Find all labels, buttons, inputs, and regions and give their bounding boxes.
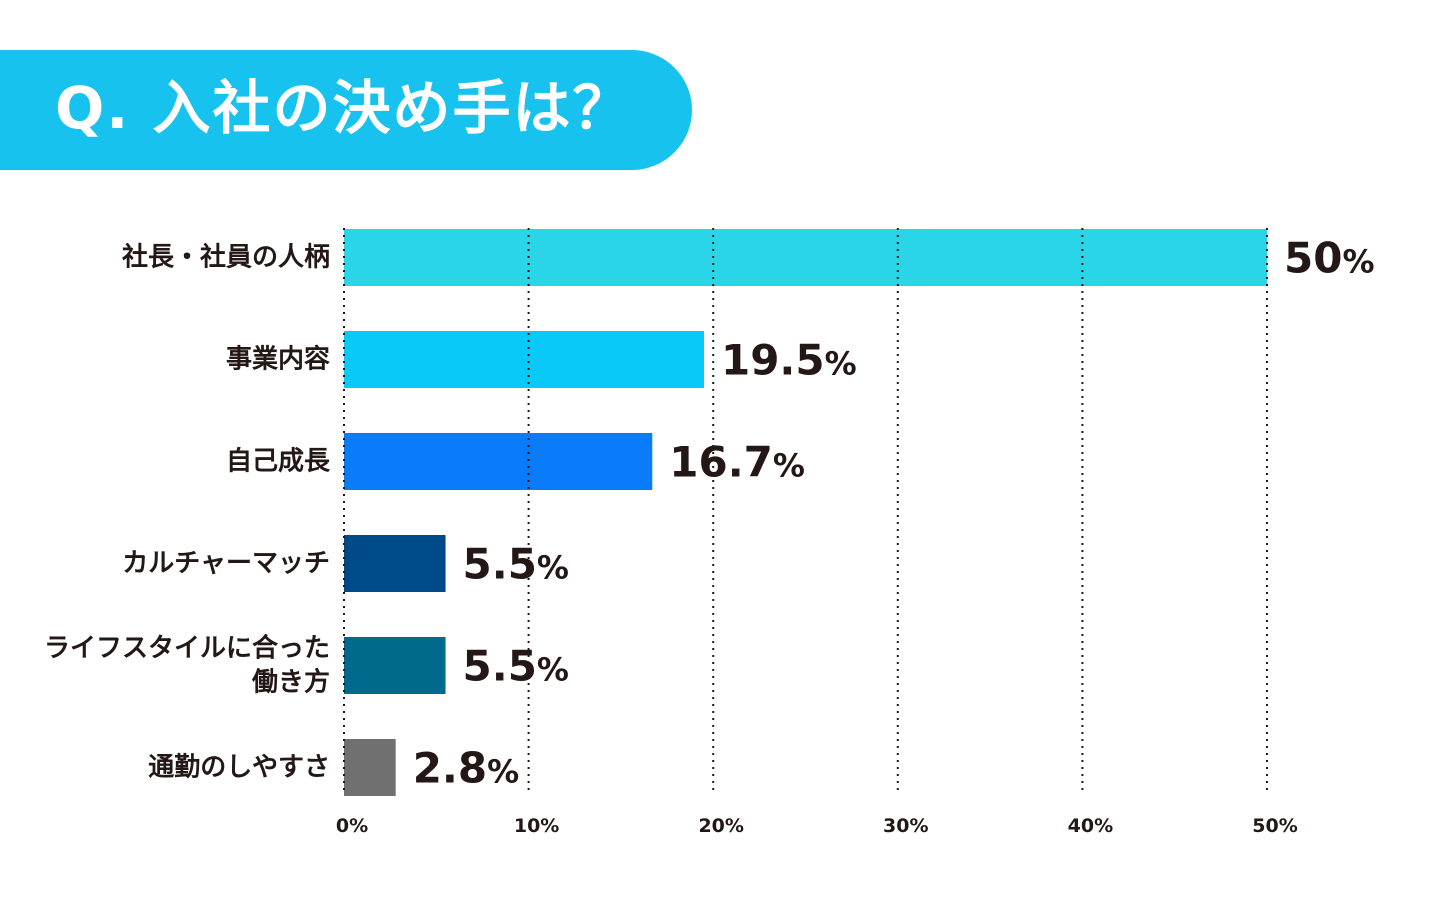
category-label-2: 自己成長 [226, 446, 331, 477]
bar-2 [344, 433, 653, 490]
category-label-4: ライフスタイルに合った働き方 [44, 633, 330, 698]
category-label-3: カルチャーマッチ [122, 549, 330, 579]
category-label-0: 社長・社員の人柄 [122, 242, 330, 273]
data-label-5: 2.8% [413, 744, 519, 793]
x-tick-label-10: 10% [514, 815, 559, 837]
page-title: Q. 入社の決め手は？ [55, 74, 633, 142]
bar-5 [344, 739, 396, 796]
x-tick-label-50: 50% [1252, 815, 1297, 837]
title-banner: Q. 入社の決め手は？ [0, 50, 692, 170]
x-tick-label-40: 40% [1068, 815, 1113, 837]
x-tick-labels: 0% 10% 20% 30% 40% 50% [336, 815, 1298, 837]
category-label-1: 事業内容 [226, 344, 330, 375]
data-label-0: 50% [1284, 234, 1375, 283]
data-label-4: 5.5% [463, 642, 569, 691]
bar-4 [344, 637, 446, 694]
category-label-5: 通勤のしやすさ [148, 753, 330, 783]
bar-3 [344, 535, 446, 592]
x-tick-label-0: 0% [336, 815, 368, 837]
data-label-2: 16.7% [669, 438, 805, 487]
gridlines [343, 228, 1268, 793]
data-label-1: 19.5% [721, 336, 857, 385]
bar-1 [344, 331, 704, 388]
x-tick-label-30: 30% [883, 815, 928, 837]
bar-series [344, 229, 1267, 796]
data-labels: 50% 19.5% 16.7% 5.5% 5.5% 2.8% [413, 234, 1375, 793]
x-tick-label-20: 20% [698, 815, 743, 837]
data-label-3: 5.5% [463, 540, 569, 589]
category-labels: 社長・社員の人柄事業内容自己成長カルチャーマッチライフスタイルに合った働き方通勤… [44, 242, 331, 783]
bar-0 [344, 229, 1267, 286]
